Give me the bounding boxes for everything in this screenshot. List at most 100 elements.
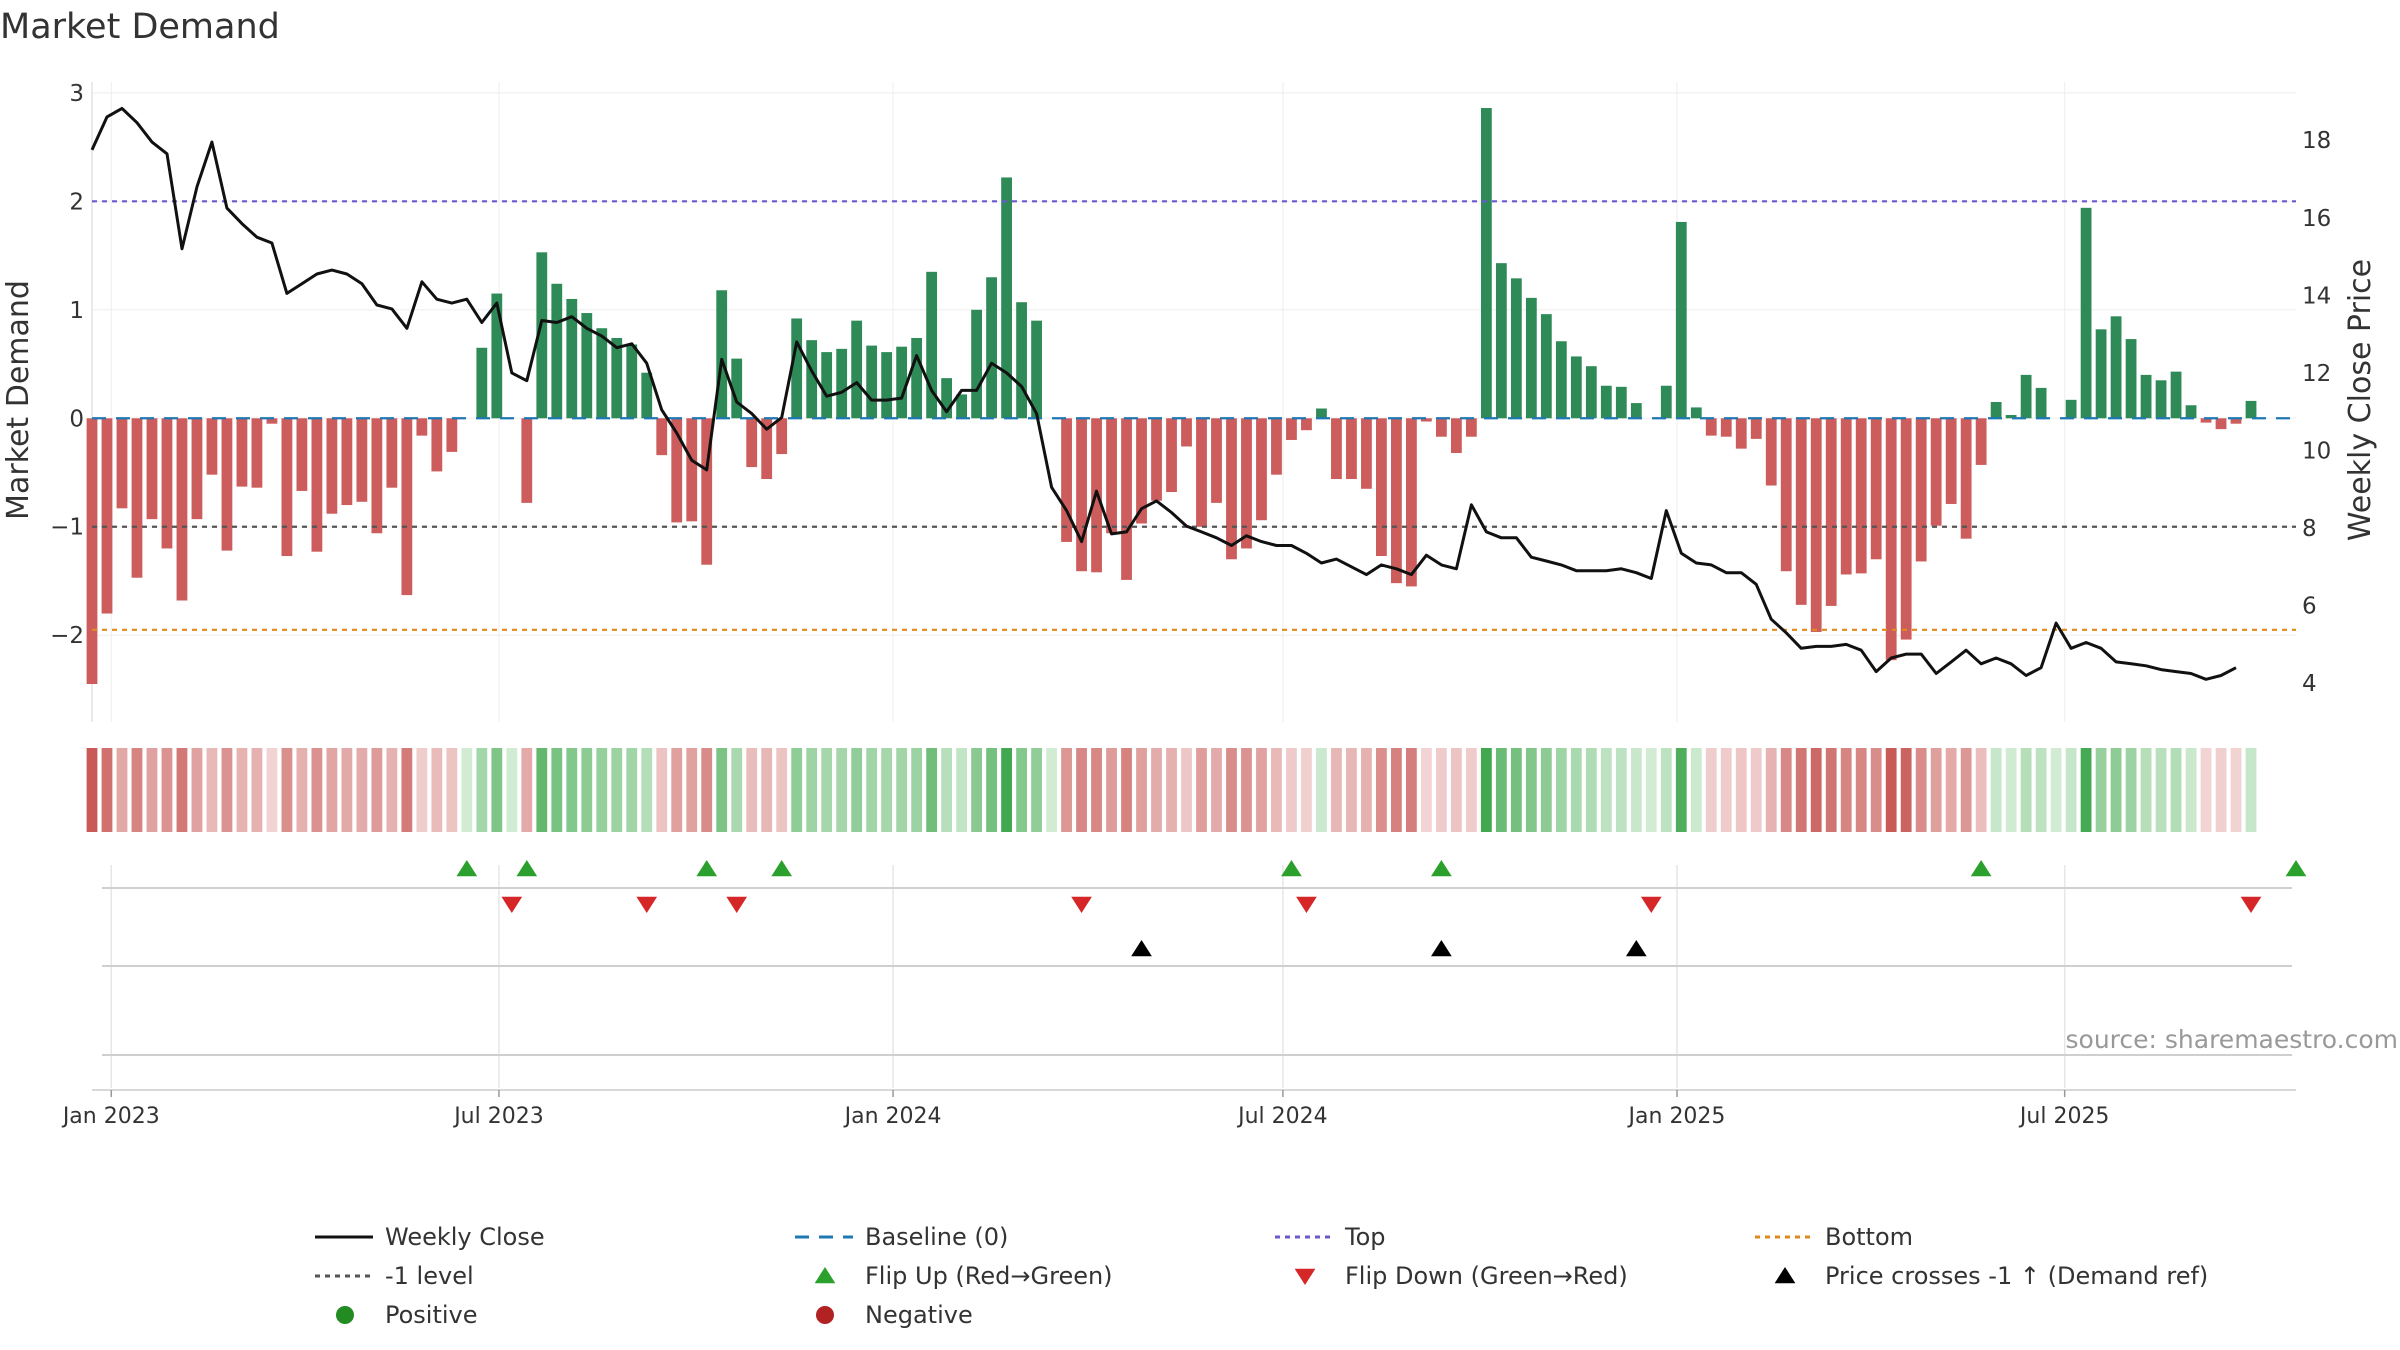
strip-cell — [281, 748, 293, 832]
strip-cell — [1211, 748, 1222, 832]
strip-cell — [1870, 748, 1882, 832]
strip-cell — [1106, 748, 1117, 832]
strip-cell — [206, 748, 218, 832]
strip-cell — [716, 748, 728, 832]
demand-bar — [431, 418, 443, 472]
flip-up-marker — [516, 860, 538, 877]
strip-cell — [941, 748, 953, 832]
strip-cell — [731, 748, 743, 832]
demand-bar — [1406, 418, 1417, 587]
demand-bar — [1181, 418, 1192, 447]
flip-up-marker — [696, 860, 718, 877]
demand-bar — [566, 298, 578, 419]
demand-bar — [716, 290, 728, 419]
legend-label: Price crosses -1 ↑ (Demand ref) — [1825, 1262, 2208, 1290]
demand-bar — [1510, 278, 1522, 419]
flip-down-marker — [636, 896, 658, 913]
strip-cell — [446, 748, 458, 832]
strip-cell — [521, 748, 533, 832]
strip-cell — [1675, 748, 1687, 832]
demand-bar — [2155, 380, 2167, 419]
demand-bar — [1196, 418, 1207, 527]
event-markers — [456, 860, 2307, 957]
strip-cell — [191, 748, 203, 832]
legend-swatch — [814, 1267, 836, 1284]
strip-cell — [836, 748, 848, 832]
demand-bar — [641, 372, 653, 419]
strip-cell — [2125, 748, 2137, 832]
strip-cell — [986, 748, 997, 832]
demand-bar — [1975, 418, 1987, 465]
strip-cell — [2215, 748, 2227, 832]
y2-tick-label: 12 — [2302, 361, 2331, 387]
demand-bar — [191, 418, 203, 520]
demand-bar — [1675, 221, 1687, 419]
legend-label: Baseline (0) — [865, 1223, 1008, 1251]
demand-bar — [806, 340, 818, 419]
strip-cell — [2080, 748, 2092, 832]
demand-bar — [311, 418, 323, 552]
y2-tick-label: 14 — [2302, 283, 2331, 309]
demand-bar — [266, 418, 278, 424]
demand-bar — [206, 418, 218, 475]
strip-cell — [1960, 748, 1972, 832]
strip-cell — [656, 748, 668, 832]
x-tick-label: Jul 2025 — [2018, 1104, 2110, 1129]
demand-bar — [1765, 418, 1777, 486]
demand-bar — [1525, 297, 1537, 419]
y-tick-label: 2 — [69, 189, 84, 215]
legend: Weekly Close Baseline (0) Top Bottom -1 leve… — [315, 1223, 2208, 1329]
demand-bar — [761, 418, 773, 480]
legend-swatch — [1774, 1267, 1796, 1284]
demand-bar — [986, 277, 997, 419]
legend-label: Flip Up (Red→Green) — [865, 1262, 1113, 1290]
demand-bar — [2185, 405, 2197, 419]
demand-bar — [371, 418, 383, 534]
strip-cell — [1271, 748, 1282, 832]
strip-cell — [1061, 748, 1072, 832]
demand-bar — [2245, 400, 2257, 419]
strip-cell — [1495, 748, 1507, 832]
legend-swatch — [1294, 1268, 1316, 1285]
y-axis-ticks: 3 2 1 0 −1 −2 — [50, 81, 84, 649]
demand-bar — [926, 271, 938, 419]
demand-bar — [1600, 385, 1612, 419]
x-axis-ticks: Jan 2023 Jul 2023 Jan 2024 Jul 2024 Jan 2025… — [61, 1090, 2110, 1129]
legend-label: Weekly Close — [385, 1223, 545, 1251]
demand-bar — [1106, 418, 1117, 534]
demand-bar — [86, 418, 98, 685]
demand-bar — [2080, 207, 2092, 419]
price-cross-marker — [1625, 940, 1647, 957]
demand-bar — [1301, 418, 1312, 431]
strip-cell — [596, 748, 608, 832]
demand-bar — [326, 418, 338, 514]
demand-bar — [296, 418, 308, 491]
demand-bar — [1331, 418, 1342, 480]
legend-label: Top — [1344, 1223, 1386, 1251]
demand-bar — [1495, 263, 1507, 419]
demand-bar — [1241, 418, 1252, 549]
demand-bar — [2215, 418, 2227, 430]
demand-bar — [1450, 418, 1462, 453]
source-text: source: sharemaestro.com — [2066, 1025, 2399, 1054]
strip-cell — [371, 748, 383, 832]
strip-cell — [1915, 748, 1927, 832]
strip-cell — [611, 748, 623, 832]
demand-bar — [1915, 418, 1927, 562]
strip-cell — [911, 748, 923, 832]
strip-cell — [2065, 748, 2077, 832]
demand-bar — [2125, 339, 2137, 419]
demand-bar — [1855, 418, 1867, 574]
strip-cell — [581, 748, 593, 832]
demand-bar — [941, 378, 953, 419]
demand-bar — [1870, 418, 1882, 560]
strip-cell — [1016, 748, 1027, 832]
strip-cell — [1900, 748, 1912, 832]
strip-cell — [2005, 748, 2017, 832]
demand-bar — [2035, 387, 2047, 419]
strip-cell — [1825, 748, 1837, 832]
strip-cell — [86, 748, 98, 832]
demand-bar — [491, 293, 503, 419]
y2-tick-label: 10 — [2302, 438, 2331, 464]
strip-cell — [2245, 748, 2257, 832]
